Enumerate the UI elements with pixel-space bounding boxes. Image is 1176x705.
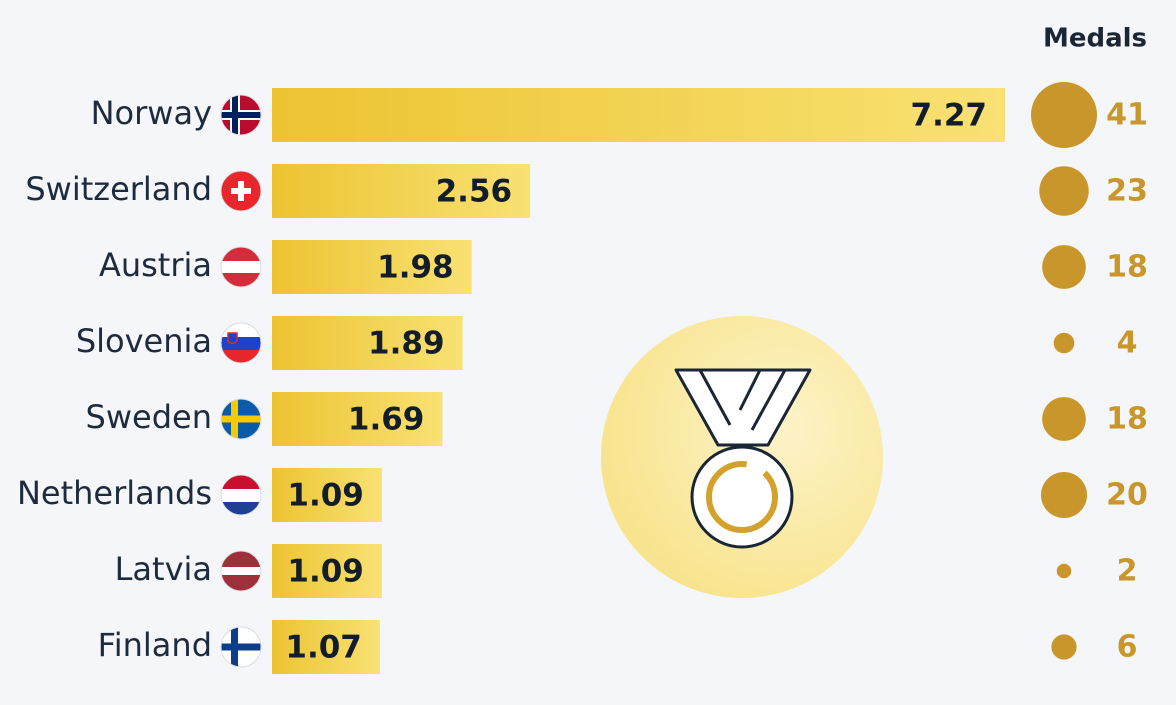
category-label: Netherlands — [17, 474, 212, 512]
bar — [272, 316, 463, 370]
bar — [272, 88, 1005, 142]
flag — [221, 627, 261, 667]
bubble-label: 4 — [1117, 326, 1138, 361]
bubble-label: 18 — [1106, 402, 1148, 437]
flag-border — [220, 626, 262, 668]
bubble — [1040, 471, 1088, 519]
category-label: Finland — [98, 626, 212, 664]
value-label: 1.09 — [287, 478, 364, 514]
category-label: Sweden — [86, 398, 212, 436]
value-label: 7.27 — [911, 98, 988, 134]
bar — [272, 240, 472, 294]
bubble-label: 23 — [1106, 174, 1148, 209]
category-label: Slovenia — [76, 322, 212, 360]
flag-part — [221, 475, 261, 489]
flag-border — [220, 474, 262, 516]
medal-icon — [601, 316, 883, 598]
bubble — [1051, 634, 1077, 660]
flag-part — [221, 337, 261, 350]
flag-part — [221, 643, 261, 651]
flag-border — [220, 246, 262, 288]
bubble — [1031, 82, 1097, 148]
flag — [221, 551, 261, 591]
value-label: 1.07 — [285, 630, 362, 666]
bar — [272, 544, 382, 598]
bubble-label: 18 — [1106, 250, 1148, 285]
flag — [221, 247, 261, 287]
value-label: 1.98 — [377, 250, 454, 286]
bubble — [1053, 332, 1075, 354]
flag-part — [221, 567, 261, 575]
flag-part — [221, 350, 261, 363]
bubble — [1042, 397, 1086, 441]
flag-border — [220, 550, 262, 592]
flag-border — [220, 398, 262, 440]
flag-part — [231, 188, 251, 194]
value-label: 1.09 — [287, 554, 364, 590]
bubble — [1056, 563, 1072, 579]
bubble-label: 2 — [1117, 554, 1138, 589]
category-label: Norway — [91, 94, 212, 132]
flag — [221, 323, 261, 363]
bubble-label: 6 — [1117, 630, 1138, 665]
bar — [272, 392, 443, 446]
flag — [221, 95, 261, 135]
bubble-label: 41 — [1106, 98, 1148, 133]
category-label: Austria — [99, 246, 212, 284]
value-label: 2.56 — [436, 174, 513, 210]
flag-border — [220, 94, 262, 136]
bubble — [1039, 166, 1089, 216]
flag — [221, 399, 261, 439]
flag-border — [220, 322, 262, 364]
flag-part — [221, 261, 261, 273]
flag — [221, 475, 261, 515]
bubble-label: 20 — [1106, 478, 1148, 513]
bar — [272, 164, 531, 218]
bar — [272, 620, 380, 674]
flag-part — [221, 502, 261, 515]
category-label: Switzerland — [25, 170, 212, 208]
value-label: 1.69 — [348, 402, 425, 438]
value-label: 1.89 — [368, 326, 445, 362]
flag-part — [221, 323, 261, 337]
category-label: Latvia — [115, 550, 212, 588]
flag — [221, 171, 261, 211]
bubble — [1042, 245, 1086, 289]
bar — [272, 468, 382, 522]
flag-part — [221, 415, 261, 423]
flag-border — [220, 170, 262, 212]
flag-part — [227, 332, 238, 345]
bubble-header: Medals — [1043, 24, 1147, 54]
flag-part — [221, 489, 261, 502]
flag-part — [221, 112, 261, 118]
